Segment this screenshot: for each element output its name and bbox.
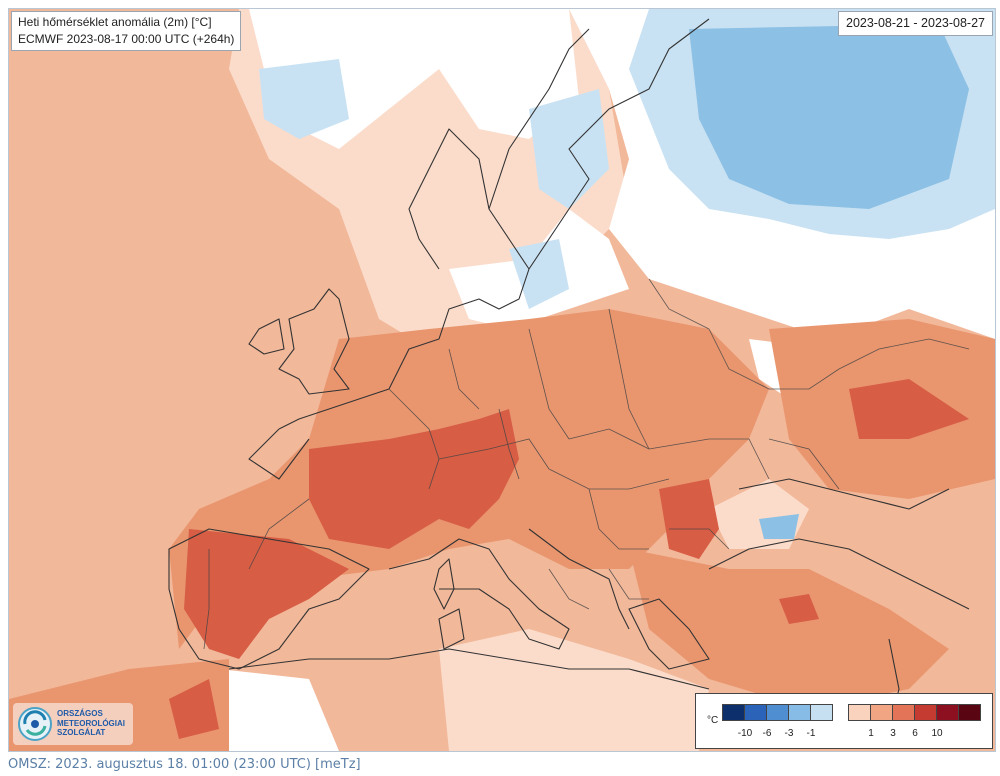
legend-swatch bbox=[892, 704, 915, 721]
logo-text: ORSZÁGOS METEOROLÓGIAI SZOLGÁLAT bbox=[57, 709, 125, 737]
coastlines bbox=[168, 18, 970, 710]
anomaly-region-neutral bbox=[909, 229, 995, 329]
footer-credit: OMSZ: 2023. augusztus 18. 01:00 (23:00 U… bbox=[8, 757, 361, 772]
anomaly-region-hot bbox=[779, 594, 819, 624]
anomaly-region-hot bbox=[309, 409, 519, 549]
anomaly-region-neutral bbox=[209, 669, 339, 751]
country-borders bbox=[203, 278, 970, 650]
legend-tick-label: -6 bbox=[762, 728, 772, 739]
omsz-swirl-icon bbox=[18, 707, 52, 741]
legend-tick-label: 3 bbox=[890, 728, 896, 739]
anomaly-region-cool bbox=[509, 239, 569, 309]
legend-swatch bbox=[914, 704, 937, 721]
anomaly-map: Heti hőmérséklet anomália (2m) [°C] ECMW… bbox=[8, 8, 996, 752]
legend-unit: °C bbox=[707, 715, 719, 726]
legend-tick-label: -3 bbox=[784, 728, 794, 739]
anomaly-region-hot bbox=[184, 529, 349, 659]
legend-positive-swatches bbox=[848, 704, 981, 721]
anomaly-region-light-warm bbox=[439, 629, 709, 751]
map-title-box: Heti hőmérséklet anomália (2m) [°C] ECMW… bbox=[11, 11, 242, 51]
legend-swatch bbox=[936, 704, 959, 721]
legend-swatch bbox=[722, 704, 745, 721]
legend-tick-label: 10 bbox=[931, 728, 943, 739]
anomaly-region-cool bbox=[259, 59, 349, 139]
legend-swatch bbox=[848, 704, 871, 721]
legend-swatch bbox=[766, 704, 789, 721]
legend-tick-label: -1 bbox=[806, 728, 816, 739]
anomaly-region-hot bbox=[169, 679, 219, 739]
map-title: Heti hőmérséklet anomália (2m) [°C] bbox=[18, 15, 212, 29]
color-legend: °C -10 -6 -3 -1 1 3 6 10 bbox=[695, 693, 993, 749]
map-canvas bbox=[9, 9, 995, 751]
legend-swatch bbox=[870, 704, 893, 721]
date-range-label: 2023-08-21 - 2023-08-27 bbox=[846, 16, 985, 30]
omsz-logo: ORSZÁGOS METEOROLÓGIAI SZOLGÁLAT bbox=[13, 703, 133, 745]
anomaly-region-hot bbox=[659, 479, 719, 559]
anomaly-region-hot bbox=[849, 379, 969, 439]
legend-tick-label: -10 bbox=[737, 728, 753, 739]
legend-tick-label: 1 bbox=[868, 728, 874, 739]
legend-swatch bbox=[958, 704, 981, 721]
date-range-box: 2023-08-21 - 2023-08-27 bbox=[838, 11, 993, 36]
anomaly-region-cool bbox=[759, 514, 799, 539]
model-run-label: ECMWF 2023-08-17 00:00 UTC (+264h) bbox=[18, 32, 235, 46]
anomaly-region-warm bbox=[629, 549, 949, 709]
legend-tick-label: 6 bbox=[912, 728, 918, 739]
legend-swatch bbox=[810, 704, 833, 721]
legend-swatch bbox=[744, 704, 767, 721]
legend-negative-swatches bbox=[722, 704, 833, 721]
anomaly-region-cool bbox=[689, 24, 969, 209]
legend-swatch bbox=[788, 704, 811, 721]
